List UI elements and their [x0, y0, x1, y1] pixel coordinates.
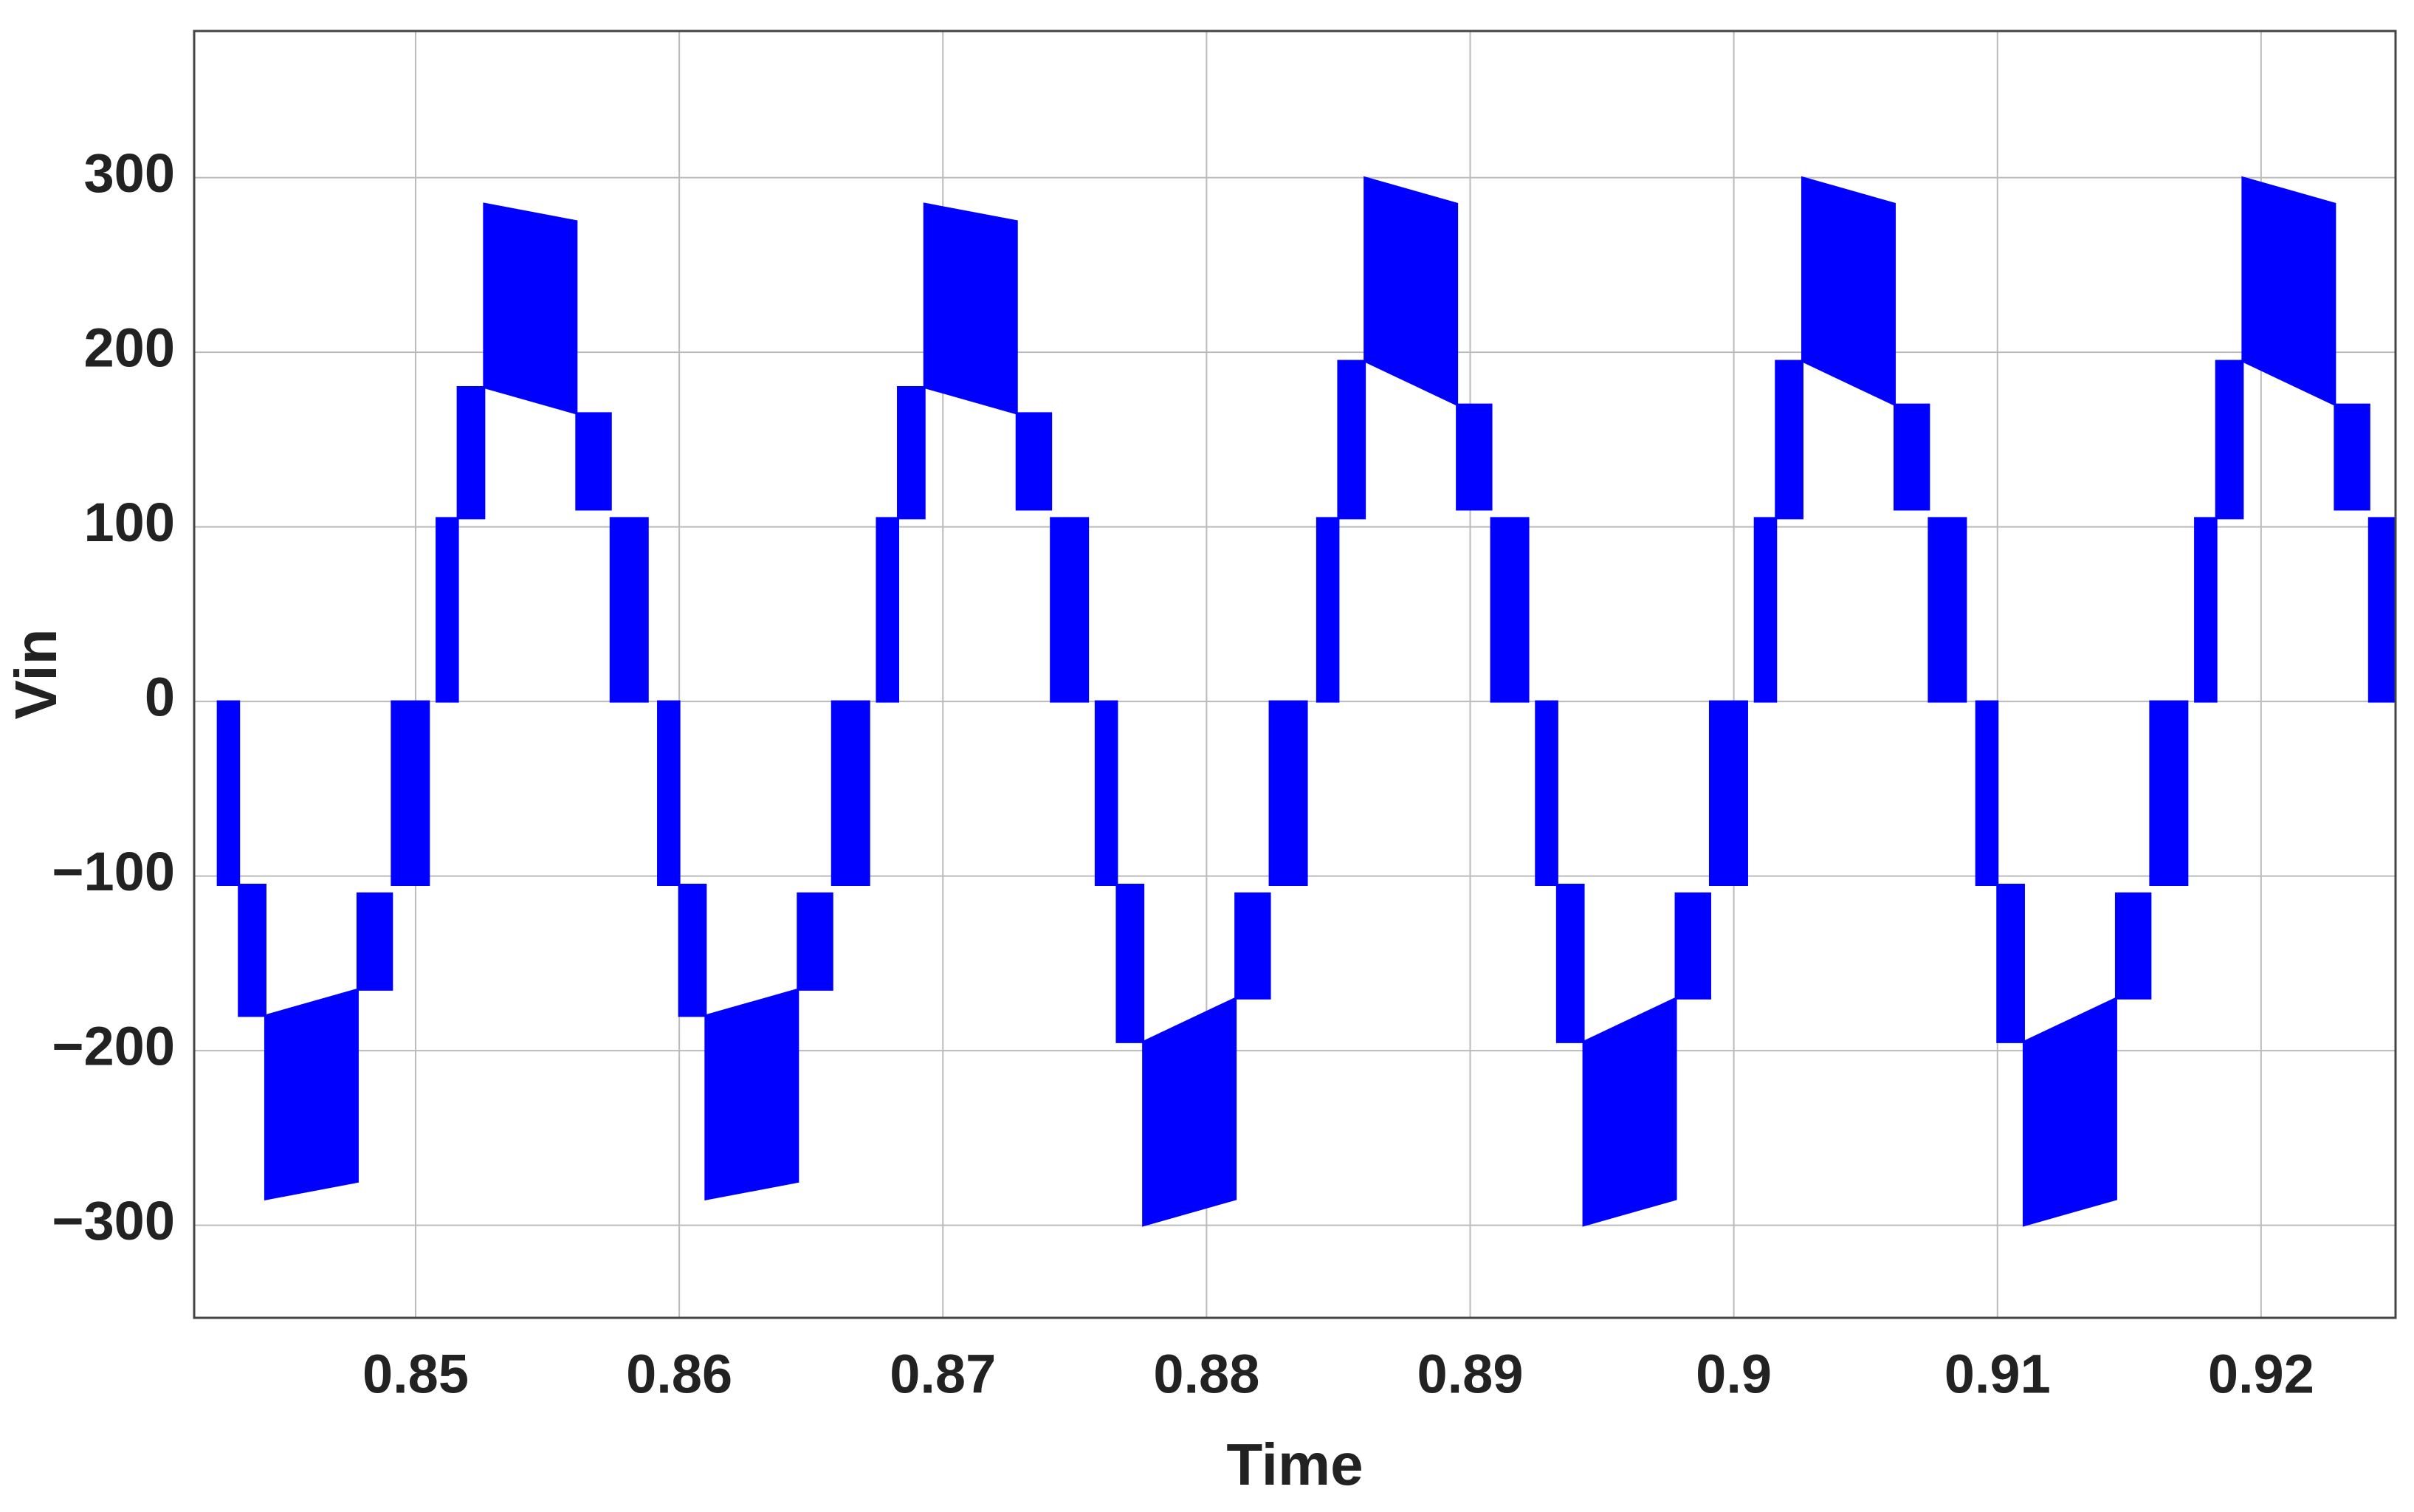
pwm-band	[678, 883, 707, 1017]
pwm-band	[1094, 700, 1118, 886]
pwm-band	[456, 385, 486, 520]
pwm-band	[264, 988, 359, 1200]
pwm-band	[436, 517, 459, 703]
pwm-band	[1050, 517, 1090, 703]
pwm-band	[2149, 700, 2189, 886]
x-tick-label: 0.89	[1417, 1344, 1523, 1405]
pwm-band	[1015, 412, 1053, 511]
pwm-band	[657, 700, 681, 886]
y-tick-label: −100	[52, 841, 175, 902]
pwm-band	[483, 202, 578, 415]
x-axis-label: Time	[1226, 1432, 1363, 1497]
x-tick-label: 0.9	[1696, 1344, 1772, 1405]
pwm-band	[1456, 403, 1493, 511]
pwm-band	[1142, 996, 1237, 1227]
pwm-band	[704, 988, 799, 1200]
x-tick-label: 0.87	[890, 1344, 996, 1405]
plot-frame	[193, 30, 2397, 1319]
pwm-band	[216, 700, 241, 886]
pwm-band	[2367, 517, 2396, 703]
x-tick-label: 0.86	[626, 1344, 732, 1405]
pwm-band	[1316, 517, 1340, 703]
pwm-band	[831, 700, 870, 886]
pwm-band	[1364, 176, 1459, 407]
pwm-band	[1753, 517, 1778, 703]
pwm-band	[609, 517, 649, 703]
pwm-band	[2194, 517, 2218, 703]
pwm-band	[1582, 996, 1677, 1227]
plot-area	[216, 176, 2396, 1227]
pwm-band	[1234, 892, 1271, 1000]
y-tick-label: −200	[52, 1016, 175, 1077]
pwm-band	[876, 517, 900, 703]
pwm-band	[2022, 996, 2117, 1227]
pwm-band	[238, 883, 266, 1017]
y-tick-label: 300	[84, 142, 175, 204]
x-tick-label: 0.88	[1153, 1344, 1259, 1405]
x-tick-label: 0.85	[362, 1344, 469, 1405]
pwm-band	[1928, 517, 1967, 703]
pwm-band	[1674, 892, 1711, 1000]
y-tick-label: 100	[84, 492, 175, 553]
pwm-band	[1893, 403, 1930, 511]
pwm-band	[1708, 700, 1748, 886]
pwm-band	[1801, 176, 1896, 407]
x-tick-label: 0.91	[1944, 1344, 2051, 1405]
pwm-band	[2114, 892, 2152, 1000]
pwm-band	[1115, 883, 1145, 1043]
pwm-band	[797, 892, 833, 991]
pwm-band	[923, 202, 1018, 415]
pwm-band	[2215, 360, 2244, 520]
pwm-band	[2241, 176, 2336, 407]
pwm-band	[391, 700, 430, 886]
pwm-band	[1337, 360, 1366, 520]
pwm-band	[1490, 517, 1530, 703]
y-axis-label: Vin	[3, 628, 69, 719]
pwm-band	[1535, 700, 1558, 886]
pwm-band	[356, 892, 393, 991]
pwm-band	[1775, 360, 1803, 520]
y-tick-label: 0	[145, 667, 175, 728]
pwm-band	[1996, 883, 2025, 1043]
pwm-band	[1555, 883, 1585, 1043]
x-tick-label: 0.92	[2208, 1344, 2314, 1405]
y-tick-label: −300	[52, 1190, 175, 1251]
pwm-band	[897, 385, 926, 520]
y-tick-label: 200	[84, 317, 175, 379]
pwm-band	[2334, 403, 2370, 511]
pwm-band	[1268, 700, 1308, 886]
pwm-band	[575, 412, 612, 511]
pwm-band	[1975, 700, 1999, 886]
